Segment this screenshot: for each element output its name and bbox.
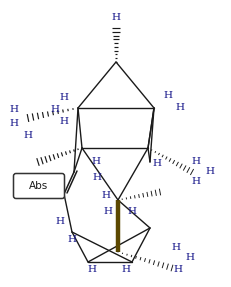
Text: H: H	[152, 158, 161, 168]
Text: H: H	[51, 104, 60, 113]
Text: H: H	[60, 117, 69, 125]
Text: H: H	[24, 131, 33, 139]
Text: H: H	[206, 168, 215, 177]
Text: H: H	[101, 191, 110, 201]
Text: H: H	[164, 90, 173, 100]
Text: Abs: Abs	[29, 181, 49, 191]
Text: H: H	[92, 174, 101, 183]
Text: H: H	[122, 265, 131, 274]
Text: H: H	[91, 158, 100, 166]
Text: H: H	[185, 253, 195, 263]
Text: H: H	[67, 236, 76, 245]
Text: H: H	[191, 177, 201, 187]
Text: H: H	[88, 265, 97, 274]
Text: H: H	[103, 208, 112, 216]
Text: H: H	[176, 102, 185, 112]
Text: H: H	[173, 265, 182, 274]
Text: H: H	[171, 243, 180, 253]
Text: H: H	[9, 119, 18, 127]
Text: H: H	[128, 208, 137, 216]
Text: H: H	[191, 158, 201, 166]
Text: H: H	[112, 13, 121, 22]
Text: H: H	[55, 218, 64, 226]
Text: H: H	[60, 92, 69, 102]
FancyBboxPatch shape	[13, 174, 64, 199]
Text: H: H	[9, 106, 18, 115]
